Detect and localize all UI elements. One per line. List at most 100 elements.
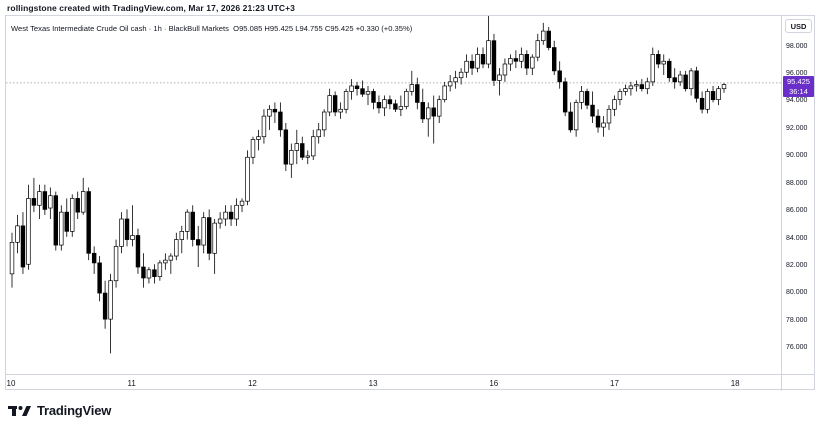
candle (130, 205, 135, 247)
candle (146, 267, 152, 284)
candle-body (634, 84, 639, 87)
y-tick-label: 96.000 (786, 69, 808, 77)
candle-body (196, 239, 201, 246)
candle-body (321, 111, 327, 131)
x-tick-label: 13 (368, 379, 378, 388)
candle (656, 50, 661, 69)
candle (239, 198, 245, 213)
candle (42, 184, 48, 215)
candle-body (672, 77, 677, 83)
candle (113, 239, 119, 288)
candle (272, 102, 278, 123)
candle (530, 54, 535, 75)
symbol-legend: West Texas Intermediate Crude Oil cash ·… (11, 24, 412, 33)
candle (398, 95, 404, 117)
candle (661, 54, 666, 75)
candle-body (710, 91, 716, 101)
candle-body (130, 235, 135, 240)
candle-body (228, 211, 234, 220)
candle (185, 209, 190, 240)
price-axis[interactable]: USD 95.425 36:14 76.000 78.000 80.000 82.00… (781, 16, 815, 374)
y-tick-label: 82.000 (786, 262, 808, 269)
candle (108, 273, 113, 354)
candle-body (327, 95, 332, 113)
candle (415, 77, 420, 110)
candle-body (157, 262, 163, 277)
candle-body (524, 54, 530, 69)
currency-button[interactable]: USD (785, 19, 812, 33)
candle (513, 50, 519, 69)
candle-body (53, 195, 59, 246)
candle (393, 99, 398, 113)
candle (316, 122, 321, 144)
candle-body (26, 198, 31, 265)
candle-body (141, 266, 146, 279)
candle (267, 105, 272, 130)
candle-body (174, 239, 179, 257)
candle-body (31, 198, 37, 206)
legend-high: H95.425 (264, 24, 294, 33)
x-tick-label: 10 (6, 379, 16, 388)
candle-body (185, 211, 190, 232)
candle-body (530, 56, 535, 69)
x-tick-label: 17 (610, 379, 619, 388)
candle (579, 85, 584, 110)
candle-body (365, 91, 371, 95)
candle-body (343, 91, 349, 110)
candle (475, 47, 480, 73)
candle-body (360, 88, 365, 95)
candle-body (431, 107, 436, 117)
x-tick-label: 16 (489, 379, 499, 388)
candle (442, 81, 447, 103)
bar-countdown: 36:14 (789, 86, 808, 96)
time-axis[interactable]: 10 11 12 13 16 17 18 (6, 374, 781, 391)
candle-body (135, 235, 141, 268)
candle (595, 109, 601, 133)
candle (53, 191, 59, 251)
x-tick-label: 18 (730, 379, 740, 388)
candle (365, 85, 371, 106)
candle-body (59, 211, 64, 246)
candle-body (37, 191, 42, 206)
candle (354, 81, 360, 96)
candle-body (190, 211, 195, 240)
candle-body (212, 222, 217, 254)
candle-body (245, 156, 250, 202)
candle-body (453, 77, 458, 83)
last-price-tag: 95.425 36:14 (783, 75, 814, 97)
candle (710, 85, 716, 103)
candle-body (584, 91, 590, 106)
candle-body (9, 241, 15, 275)
candle-body (721, 84, 727, 90)
candle (623, 84, 628, 96)
candle-body (656, 54, 661, 65)
candle-body (409, 84, 415, 92)
candle-body (590, 104, 595, 117)
candle (332, 91, 338, 117)
candle (9, 232, 15, 288)
candle-body (628, 85, 634, 90)
candle-body (201, 217, 206, 246)
candle-body (70, 198, 75, 232)
candle-body (568, 111, 573, 131)
candle-body (458, 71, 464, 79)
candle-body (20, 225, 26, 268)
candle-body (661, 60, 666, 65)
candle-body (316, 129, 321, 138)
tradingview-logo: TradingView (8, 403, 111, 418)
candle (672, 68, 677, 89)
candle (190, 205, 195, 247)
candle (677, 70, 683, 86)
candle-body (683, 74, 688, 90)
chart-frame[interactable]: West Texas Intermediate Crude Oil cash ·… (5, 15, 815, 391)
axis-corner (781, 374, 815, 391)
candle (163, 253, 168, 270)
candle (305, 150, 310, 165)
candle-body (75, 198, 80, 213)
y-tick-label: 94.000 (786, 97, 808, 105)
candle (606, 105, 612, 130)
candle-body (48, 195, 53, 209)
candle (480, 47, 486, 69)
candle-body (387, 99, 393, 105)
candlestick-plot[interactable] (6, 16, 781, 374)
